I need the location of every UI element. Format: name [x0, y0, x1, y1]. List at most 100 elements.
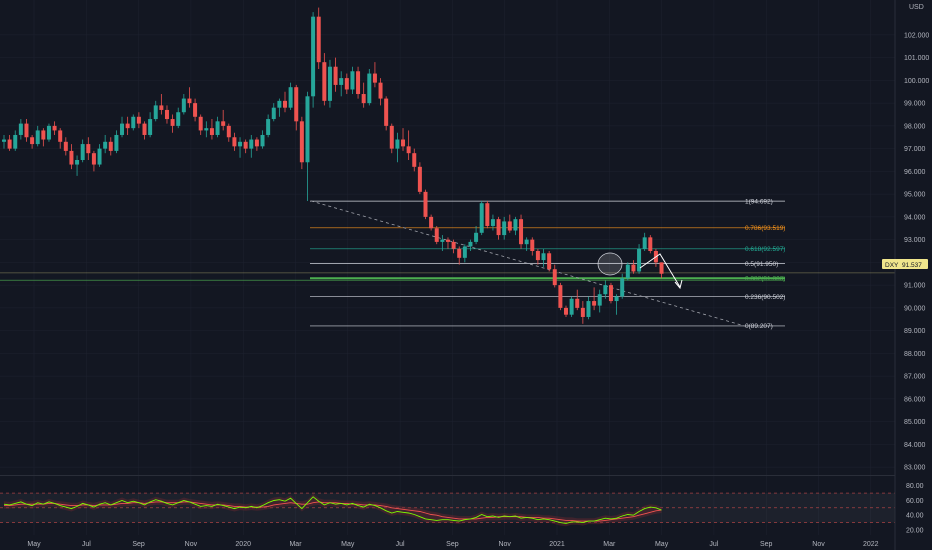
price-axis-ticks: 102.000 101.000 100.000 99.000 98.000 97.000 9…: [904, 32, 929, 471]
candle-body-down: [530, 239, 535, 251]
fib-level-label: 1(94.692): [745, 198, 773, 205]
highlight-ellipse[interactable]: [597, 252, 623, 276]
time-tick-label[interactable]: Mar: [603, 541, 616, 548]
time-tick-label[interactable]: Jul: [396, 541, 405, 548]
candle-body-down: [63, 141, 68, 151]
candle-body-down: [108, 141, 113, 151]
rsi-line: [3, 496, 662, 524]
candle-body-up: [266, 119, 271, 135]
time-tick-label[interactable]: Jul: [709, 541, 718, 548]
candle-body-down: [406, 146, 411, 154]
fib-level-label: 0.786(93.519): [745, 225, 785, 232]
rsi-tick-label: 20.00: [906, 528, 924, 535]
candle-body-down: [299, 121, 304, 163]
candle-body-down: [507, 221, 512, 231]
candle-body-up: [148, 119, 153, 135]
time-tick-label[interactable]: Nov: [498, 541, 511, 548]
candle-body-up: [603, 285, 608, 295]
candle-body-up: [541, 253, 546, 261]
candle-body-down: [580, 307, 585, 317]
time-tick-label[interactable]: Jul: [82, 541, 91, 548]
candle-body-down: [294, 87, 299, 122]
time-tick-label[interactable]: 2021: [549, 541, 565, 548]
candle-body-up: [586, 301, 591, 317]
candle-body-up: [288, 87, 293, 108]
time-tick-label[interactable]: Sep: [446, 541, 459, 548]
candle-body-up: [513, 219, 518, 231]
candle-body-up: [120, 123, 125, 135]
candle-body-up: [271, 107, 276, 120]
candle-body-up: [367, 73, 372, 104]
candle-body-down: [648, 237, 653, 251]
candle-body-down: [575, 298, 580, 308]
candle-body-up: [114, 134, 119, 151]
candle-body-down: [496, 219, 501, 236]
candle-body-up: [260, 134, 265, 147]
time-tick-label[interactable]: 2022: [863, 541, 879, 548]
candle-body-down: [69, 150, 74, 165]
candle-body-down: [209, 128, 214, 135]
candle-body-down: [535, 251, 540, 261]
candle-body-down: [316, 16, 321, 63]
candle-body-up: [440, 239, 445, 242]
candle-body-down: [608, 285, 613, 302]
price-tick-label: 101.000: [904, 55, 929, 62]
price-tick-label: 87.000: [904, 374, 926, 381]
candle-body-down: [7, 139, 12, 149]
candle-body-down: [659, 262, 664, 274]
fibonacci-retracement[interactable]: 1(94.692) 0.786(93.519) 0.618(92.597) 0.5(9…: [0, 198, 785, 330]
candle-body-down: [159, 105, 164, 110]
rsi-indicator: [3, 493, 662, 527]
candle-body-up: [46, 125, 51, 140]
candle-body-down: [322, 62, 327, 101]
price-tick-label: 86.000: [904, 396, 926, 403]
time-axis[interactable]: May Jul Sep Nov 2020 Mar May Jul Sep Nov 2021 Mar Ma…: [27, 541, 878, 548]
candle-body-down: [198, 116, 203, 131]
candle-body-down: [232, 137, 237, 147]
annotations[interactable]: [597, 252, 683, 290]
projection-path[interactable]: [639, 253, 681, 288]
candle-body-up: [215, 121, 220, 135]
time-tick-label[interactable]: May: [27, 541, 41, 548]
price-tag-value: 91.537: [902, 262, 922, 269]
time-tick-label[interactable]: Nov: [185, 541, 198, 548]
candle-body-up: [524, 239, 529, 245]
price-axis[interactable]: [895, 0, 932, 550]
pane-separator[interactable]: [0, 475, 895, 476]
time-tick-label[interactable]: May: [341, 541, 355, 548]
price-tick-label: 99.000: [904, 101, 926, 108]
candle-body-up: [637, 248, 642, 272]
candle-body-up: [97, 148, 102, 165]
price-tick-label: 102.000: [904, 32, 929, 39]
time-tick-label[interactable]: Nov: [812, 541, 825, 548]
candle-body-down: [384, 98, 389, 126]
candle-body-down: [356, 71, 361, 95]
candle-body-up: [642, 237, 647, 249]
time-tick-label[interactable]: Sep: [132, 541, 145, 548]
candle-body-down: [52, 125, 57, 131]
candle-body-down: [401, 139, 406, 147]
candle-body-up: [339, 78, 344, 85]
rsi-tick-label: 80.00: [906, 483, 924, 490]
candle-body-down: [485, 203, 490, 226]
time-tick-label[interactable]: Sep: [760, 541, 773, 548]
candlestick-series: [2, 7, 664, 324]
currency-label: USD: [909, 4, 924, 11]
time-tick-label[interactable]: Mar: [289, 541, 302, 548]
candle-body-down: [86, 144, 91, 154]
candle-body-up: [490, 219, 495, 226]
price-tick-label: 96.000: [904, 169, 926, 176]
candle-body-up: [181, 98, 186, 113]
candle-body-up: [597, 294, 602, 306]
candle-body-up: [311, 16, 316, 97]
fib-level-label: 0.618(92.597): [745, 246, 785, 253]
price-tick-label: 91.000: [904, 283, 926, 290]
candle-body-up: [327, 66, 332, 101]
candle-body-down: [423, 191, 428, 217]
time-tick-label[interactable]: 2020: [235, 541, 251, 548]
time-tick-label[interactable]: May: [655, 541, 669, 548]
candle-body-down: [91, 153, 96, 165]
candle-body-down: [254, 139, 259, 147]
